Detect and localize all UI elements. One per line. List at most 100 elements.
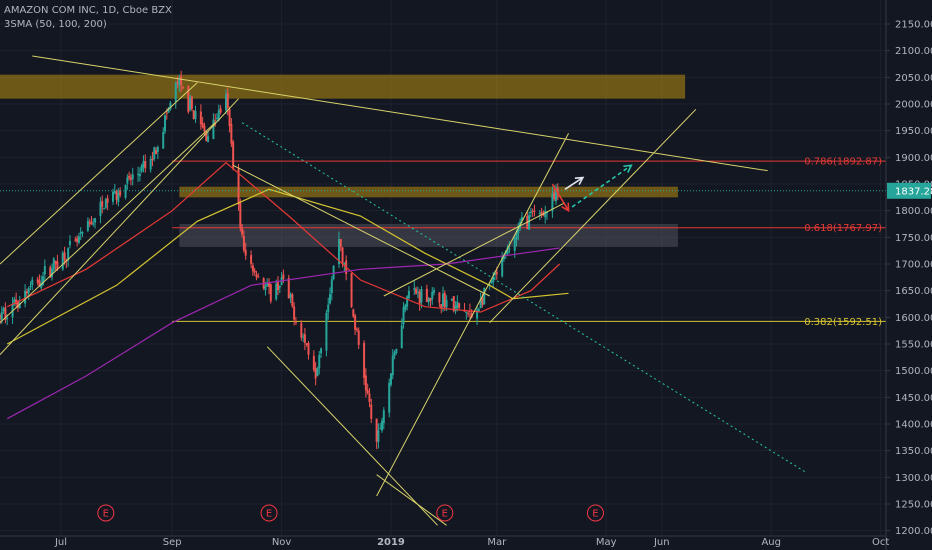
candle-body [289,294,292,298]
y-tick-label: 1350.00 [895,446,932,457]
candle-body [266,283,269,287]
candle-body [388,382,391,413]
candle-body [88,222,91,224]
candle-body [205,131,208,141]
candle-body [355,328,358,330]
candle-body [325,312,328,351]
last-price-label: 1837.28 [895,186,932,197]
candle-body [268,282,271,287]
candle-body [155,150,158,155]
y-tick-label: 1700.00 [895,260,932,271]
candle-body [239,202,242,229]
sma-line [6,188,569,345]
candle-body [553,192,556,200]
x-tick-label: Sep [163,537,182,548]
candle-body [217,110,220,120]
candle-body [389,373,392,385]
candle-body [467,313,470,315]
projection-arrow [551,183,570,212]
candle-body [357,330,360,345]
candle-body [314,368,317,379]
candle-body [142,161,145,168]
candle-body [540,211,543,215]
candle-body [528,215,531,230]
candle-body [291,294,294,307]
y-tick-label: 1400.00 [895,420,932,431]
candle-body [241,227,244,235]
candle-body [232,141,235,169]
candle-body [470,313,473,318]
candle-body [111,191,114,202]
y-tick-label: 1200.00 [895,526,932,537]
candle-body [517,225,520,233]
y-tick-label: 1750.00 [895,233,932,244]
candle-body [303,334,306,343]
candle-body [300,323,303,338]
x-tick-label: Nov [272,537,292,548]
candle-body [318,354,321,369]
candle-body [180,76,183,86]
candle-body [494,272,497,276]
candle-body [554,187,557,202]
x-tick-label: Oct [872,537,889,548]
candle-body [343,262,346,265]
candle-body [501,257,504,277]
candle-body [393,352,396,357]
sma-line [6,161,561,313]
x-tick-label: Aug [761,537,781,548]
candle-body [476,309,479,319]
candle-body [0,315,1,319]
x-tick-label: Mar [487,537,507,548]
candle-body [31,279,34,285]
projection-arrowhead [561,202,570,213]
trendline [232,164,490,297]
x-tick-label: Jul [54,537,67,548]
candle-body [128,175,131,178]
candle-body [167,107,170,113]
candle-body [381,420,384,431]
candle-body [438,292,441,303]
candle-body [13,299,16,305]
last-price-badge [887,182,931,199]
candle-body [382,410,385,424]
candle-body [181,87,184,89]
earnings-marker [586,504,604,522]
earnings-marker-label: E [266,509,272,520]
candle-body [406,296,409,307]
y-tick-label: 2100.00 [895,46,932,57]
candle-body [287,278,290,299]
candle-body [400,325,403,349]
candle-body [502,254,505,260]
candle-body [391,355,394,376]
candle-body [214,120,217,122]
candle-body [264,286,267,290]
candle-body [452,295,455,311]
candle-body [425,288,428,303]
candle-body [375,418,378,442]
candle-body [513,237,516,251]
candle-body [194,111,197,120]
candle-body [332,265,335,280]
candle-body [151,158,154,161]
candle-body [529,211,532,214]
candle-body [201,122,204,128]
candle-body [427,298,430,303]
candle-body [162,131,165,149]
candle-body [103,208,106,210]
earnings-marker-label: E [103,509,109,520]
candle-body [237,168,240,205]
trendline [376,474,447,526]
candle-body [76,238,79,242]
trendline [0,98,239,356]
candle-body [337,238,340,265]
candle-body [402,307,405,325]
candle-body [203,125,206,132]
candle-body [25,291,28,294]
earnings-marker [260,504,278,522]
trendline [32,55,768,172]
trendline [489,108,697,324]
candle-body [420,289,423,303]
candle-body [144,160,147,169]
